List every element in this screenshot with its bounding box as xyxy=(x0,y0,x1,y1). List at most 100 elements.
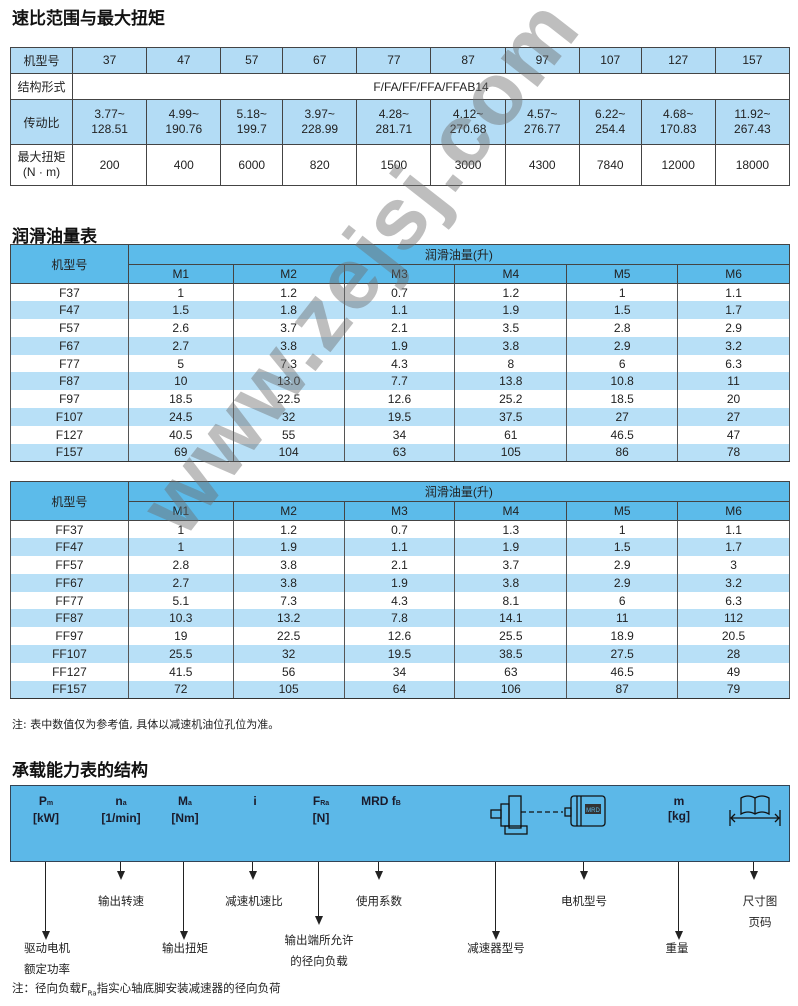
table-cell: 22.5 xyxy=(232,390,345,409)
table-cell: FF127 xyxy=(10,662,129,681)
ma-label: 输出扭矩 xyxy=(162,941,208,955)
table-cell: FF67 xyxy=(10,573,129,592)
table-cell: F57 xyxy=(10,319,129,337)
column-header: M3 xyxy=(343,500,456,521)
table-cell: 1.9 xyxy=(232,538,345,557)
motor-model-label: 电机型号 xyxy=(561,894,607,908)
fra-label: 输出端所允许 的径向负载 xyxy=(284,933,354,968)
pm-symbol: Pm [kW] xyxy=(33,794,59,825)
table-cell: 18.9 xyxy=(566,627,679,646)
table-cell: 105 xyxy=(232,680,345,699)
table-cell: F77 xyxy=(10,354,129,373)
arrow-down-icon xyxy=(749,871,758,880)
table-row: FF47 1 1.9 1.1 1.9 1.5 1.7 xyxy=(10,538,790,557)
model-cell: 67 xyxy=(282,47,358,74)
torqu-cell: 6000 xyxy=(220,144,284,186)
table-cell: 79 xyxy=(677,680,790,699)
model-cell: 87 xyxy=(430,47,506,74)
table-cell: 6.3 xyxy=(677,354,790,373)
arrow-down-icon xyxy=(41,931,50,940)
arrow-down-icon xyxy=(674,931,683,940)
table-cell: F107 xyxy=(10,408,129,426)
table-cell: 2.6 xyxy=(127,319,234,337)
connector-line xyxy=(378,862,379,872)
ma-symbol: Ma [Nm] xyxy=(171,794,199,825)
table-cell: 2.9 xyxy=(566,573,679,592)
table-cell: 6 xyxy=(566,591,679,610)
torqu-cell: 200 xyxy=(71,144,148,186)
model-cell: 157 xyxy=(714,47,791,74)
table-cell: 18.5 xyxy=(566,390,679,409)
table-cell: 6 xyxy=(566,354,679,373)
table-cell: 19.5 xyxy=(343,408,456,426)
table-cell: 1 xyxy=(127,538,234,557)
ratio-cell: 11.92~ 267.43 xyxy=(714,99,791,145)
table-cell: 5.1 xyxy=(127,591,234,610)
table-cell: 32 xyxy=(232,408,345,426)
table-row: F107 24.5 32 19.5 37.5 27 27 xyxy=(10,408,790,426)
table-cell: 34 xyxy=(343,425,456,444)
torqu-cell: 18000 xyxy=(714,144,791,186)
mrd-label: 使用系数 xyxy=(356,894,402,908)
table-cell: 2.9 xyxy=(566,556,679,574)
table-cell: 1.7 xyxy=(677,538,790,557)
model-header: 机型号 xyxy=(10,481,129,521)
ratio-cell: 3.77~ 128.51 xyxy=(71,99,148,145)
table-row: F157 69 104 63 105 86 78 xyxy=(10,443,790,462)
table-cell: 1.9 xyxy=(454,538,568,557)
table-cell: F127 xyxy=(10,425,129,444)
table-row: FF107 25.5 32 19.5 38.5 27.5 28 xyxy=(10,645,790,663)
table-cell: 46.5 xyxy=(566,662,679,681)
table-row: FF77 5.1 7.3 4.3 8.1 6 6.3 xyxy=(10,591,790,610)
table-cell: 10.8 xyxy=(566,372,679,391)
column-header: M6 xyxy=(677,500,790,521)
table-cell: 3.8 xyxy=(232,556,345,574)
table-cell: 1.2 xyxy=(232,283,345,302)
table-row: F37 1 1.2 0.7 1.2 1 1.1 xyxy=(10,283,790,302)
table-cell: 3.7 xyxy=(232,319,345,337)
table-cell: FF97 xyxy=(10,627,129,646)
table-row: FF87 10.3 13.2 7.8 14.1 11 112 xyxy=(10,609,790,628)
model-cell: 127 xyxy=(640,47,716,74)
table-cell: 87 xyxy=(566,680,679,699)
column-header-row: M1 M2 M3 M4 M5 M6 xyxy=(10,500,790,521)
arrow-down-icon xyxy=(579,871,588,880)
table-cell: 11 xyxy=(566,609,679,628)
table-row: FF97 19 22.5 12.6 25.5 18.9 20.5 xyxy=(10,627,790,646)
connector-line xyxy=(183,862,184,932)
table-cell: 1.9 xyxy=(343,573,456,592)
table-cell: 63 xyxy=(343,443,456,462)
structure-value: F/FA/FF/FFA/FFAB14 xyxy=(72,73,790,100)
table-cell: 34 xyxy=(343,662,456,681)
table-row: F47 1.5 1.8 1.1 1.9 1.5 1.7 xyxy=(10,301,790,320)
table-cell: 46.5 xyxy=(566,425,679,444)
table-cell: 1.2 xyxy=(454,283,568,302)
torqu-cell: 7840 xyxy=(578,144,642,186)
ratio-cell: 3.97~ 228.99 xyxy=(282,99,358,145)
table-cell: 3.7 xyxy=(454,556,568,574)
table-cell: 104 xyxy=(232,443,345,462)
model-header: 机型号 xyxy=(10,244,129,284)
gear-model-label: 减速器型号 xyxy=(467,941,525,955)
torqu-cell: 4300 xyxy=(504,144,580,186)
table-cell: 41.5 xyxy=(127,662,234,681)
table-cell: 27 xyxy=(566,408,679,426)
table-cell: 1.9 xyxy=(343,336,456,355)
ratio-cell: 6.22~ 254.4 xyxy=(578,99,642,145)
table-cell: FF107 xyxy=(10,645,129,663)
connector-line xyxy=(678,862,679,932)
ratio-cell: 4.99~ 190.76 xyxy=(146,99,222,145)
lube-title: 润滑油量表 xyxy=(12,227,97,247)
table-cell: 4.3 xyxy=(343,591,456,610)
table-cell: 112 xyxy=(677,609,790,628)
table-cell: 12.6 xyxy=(343,390,456,409)
arrow-down-icon xyxy=(179,931,188,940)
lube-table-ff: 机型号 润滑油量(升) M1 M2 M3 M4 M5 M6 FF37 1 1.2 0.7 1.3 1 1.1… xyxy=(10,481,791,699)
table-cell: F67 xyxy=(10,336,129,355)
table-cell: 8.1 xyxy=(454,591,568,610)
connector-line xyxy=(753,862,754,872)
table-cell: 19.5 xyxy=(343,645,456,663)
table-cell: 1.5 xyxy=(127,301,234,320)
table-cell: 8 xyxy=(454,354,568,373)
table-cell: F97 xyxy=(10,390,129,409)
